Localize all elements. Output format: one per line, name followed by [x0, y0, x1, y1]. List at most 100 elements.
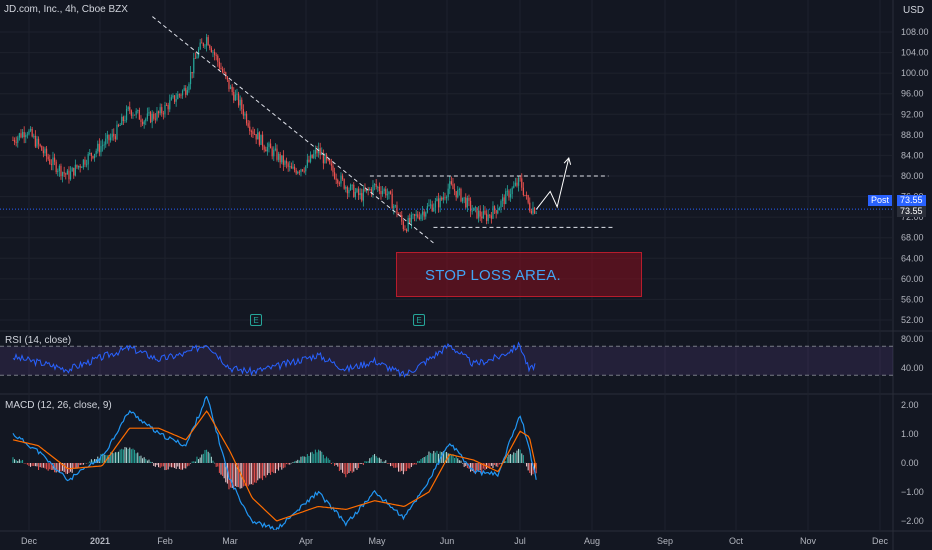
macd-hist-bar — [14, 459, 16, 463]
candle-body — [410, 214, 412, 223]
macd-hist-bar — [463, 463, 465, 467]
macd-hist-bar — [215, 463, 217, 467]
macd-hist-bar — [454, 457, 456, 463]
candle-body — [524, 194, 526, 196]
candle-body — [202, 43, 204, 46]
candle-body — [498, 207, 500, 211]
candle-body — [458, 188, 460, 190]
candle-body — [429, 204, 432, 206]
macd-hist-bar — [159, 463, 161, 468]
macd-hist-bar — [422, 457, 424, 463]
macd-hist-bar — [359, 463, 361, 464]
macd-hist-bar — [23, 463, 25, 464]
candle-body — [135, 110, 137, 115]
candle-body — [489, 214, 491, 216]
macd-hist-bar — [118, 451, 120, 463]
candle-body — [85, 164, 88, 166]
candle-body — [189, 71, 192, 85]
rsi-title: RSI (14, close) — [5, 335, 72, 346]
macd-hist-bar — [183, 463, 185, 469]
macd-hist-bar — [465, 463, 467, 467]
stop-loss-zone[interactable]: STOP LOSS AREA. — [396, 252, 642, 297]
candle-body — [273, 149, 275, 157]
price-tick-label: 88.00 — [901, 130, 924, 140]
candle-body — [337, 179, 339, 184]
macd-hist-bar — [161, 463, 163, 467]
macd-hist-bar — [233, 463, 235, 490]
candle-body — [169, 100, 171, 110]
macd-hist-bar — [417, 460, 419, 463]
macd-hist-bar — [430, 452, 432, 463]
macd-tick-label: 0.00 — [901, 458, 919, 468]
macd-hist-bar — [58, 463, 60, 473]
macd-hist-bar — [268, 463, 270, 474]
macd-hist-bar — [250, 463, 252, 485]
macd-hist-bar — [135, 453, 137, 463]
macd-hist-bar — [516, 450, 518, 463]
price-tick-label: 100.00 — [901, 68, 929, 78]
x-tick-label: Oct — [729, 536, 744, 546]
candle-body — [69, 171, 72, 180]
candle-body — [92, 156, 94, 159]
macd-hist-bar — [372, 455, 374, 463]
macd-hist-bar — [26, 463, 28, 465]
candle-body — [114, 136, 116, 140]
candle-body — [45, 148, 48, 157]
earnings-badge-2[interactable]: E — [413, 314, 425, 326]
macd-hist-bar — [327, 458, 329, 463]
candle-body — [90, 152, 92, 157]
x-tick-label: Feb — [157, 536, 173, 546]
macd-hist-bar — [439, 451, 441, 463]
macd-hist-bar — [254, 463, 256, 483]
macd-hist-bar — [113, 453, 115, 463]
macd-hist-bar — [82, 463, 84, 465]
macd-hist-bar — [148, 459, 150, 463]
macd-hist-bar — [78, 463, 80, 468]
x-tick-label: Mar — [222, 536, 238, 546]
candle-body — [258, 132, 260, 145]
candle-body — [297, 171, 299, 174]
candle-body — [469, 200, 472, 212]
macd-hist-bar — [270, 463, 272, 475]
macd-hist-bar — [503, 460, 505, 463]
candle-body — [487, 214, 489, 221]
price-tick-label: 60.00 — [901, 274, 924, 284]
macd-hist-bar — [127, 448, 129, 463]
macd-hist-bar — [279, 463, 281, 468]
macd-hist-bar — [68, 463, 70, 474]
candle-body — [436, 198, 438, 202]
macd-hist-bar — [370, 457, 372, 463]
macd-hist-bar — [180, 463, 182, 470]
x-tick-label: Apr — [299, 536, 313, 546]
candle-body — [111, 133, 113, 138]
macd-hist-bar — [223, 463, 225, 479]
macd-hist-bar — [527, 463, 529, 471]
currency-label[interactable]: USD — [903, 5, 925, 16]
downtrend-line — [152, 16, 434, 244]
macd-hist-bar — [478, 463, 480, 471]
macd-hist-bar — [306, 454, 308, 463]
macd-hist-bar — [330, 463, 332, 465]
macd-tick-label: −1.00 — [901, 487, 924, 497]
macd-hist-bar — [367, 461, 369, 463]
macd-hist-bar — [62, 463, 64, 471]
macd-hist-bar — [239, 463, 241, 489]
candle-body — [266, 146, 268, 152]
macd-hist-bar — [508, 454, 510, 463]
macd-hist-bar — [438, 453, 440, 463]
candle-body — [23, 132, 25, 138]
candle-body — [124, 120, 126, 122]
candle-body — [95, 150, 97, 154]
candle-body — [493, 206, 496, 211]
macd-hist-bar — [524, 462, 526, 464]
candle-body — [130, 110, 132, 116]
macd-hist-bar — [22, 459, 24, 463]
candle-body — [61, 172, 64, 177]
candle-body — [386, 194, 388, 196]
macd-hist-bar — [188, 463, 190, 466]
macd-hist-bar — [12, 457, 14, 463]
macd-hist-bar — [79, 463, 81, 465]
candle-body — [109, 137, 112, 141]
earnings-badge-1[interactable]: E — [250, 314, 262, 326]
candle-body — [369, 188, 371, 190]
